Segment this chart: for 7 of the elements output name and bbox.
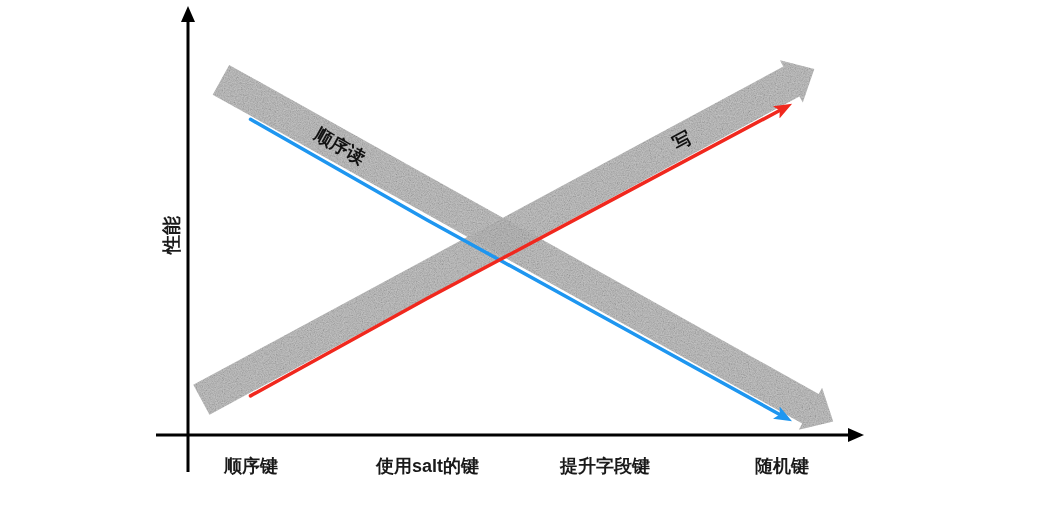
text: 顺序读 — [310, 123, 369, 169]
y-axis-title: 性能 — [161, 216, 182, 255]
text: 写 — [669, 127, 695, 154]
x-tick-label: 顺序键 — [222, 456, 278, 476]
x-tick-label: 随机键 — [754, 456, 809, 476]
x-tick-label: 提升字段键 — [558, 456, 650, 476]
x-tick-label: 使用salt的键 — [374, 456, 480, 476]
